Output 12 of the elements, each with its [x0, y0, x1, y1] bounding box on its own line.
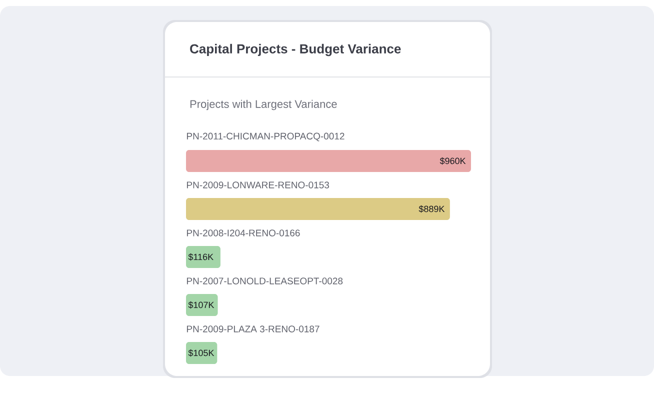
chart-subtitle: Projects with Largest Variance — [190, 100, 337, 110]
data-label: $889K — [418, 205, 445, 213]
data-label: $107K — [188, 301, 214, 309]
y-tick-label: PN-2009-PLAZA 3-RENO-0187 — [186, 326, 320, 332]
y-tick-label: PN-2007-LONOLD-LEASEOPT-0028 — [186, 278, 343, 284]
data-label: $105K — [188, 349, 214, 357]
chart-title: Capital Projects - Budget Variance — [190, 44, 401, 56]
data-label: $116K — [188, 253, 214, 261]
data-label: $960K — [440, 157, 466, 165]
y-tick-label: PN-2011-CHICMAN-PROPACQ-0012 — [186, 132, 344, 142]
y-tick-label: PN-2008-I204-RENO-0166 — [186, 230, 300, 236]
y-tick-label: PN-2009-LONWARE-RENO-0153 — [186, 182, 330, 188]
